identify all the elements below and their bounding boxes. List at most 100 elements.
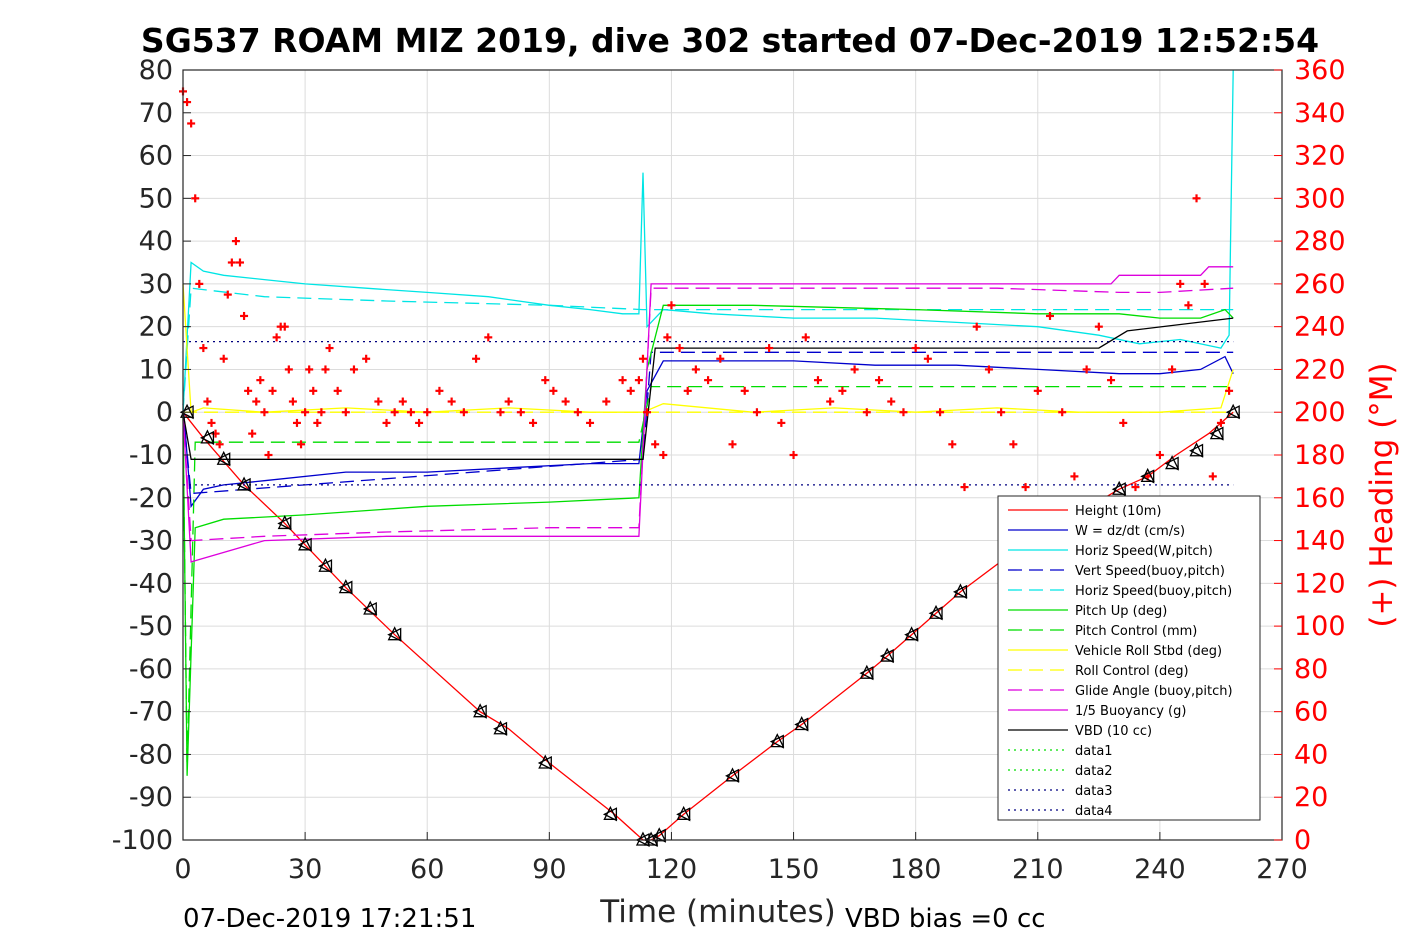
heading-point xyxy=(301,408,310,417)
x-tick-label: 240 xyxy=(1134,854,1186,885)
depth-marker xyxy=(493,720,508,736)
depth-marker-left xyxy=(794,717,809,732)
right-y-tick-label: 300 xyxy=(1294,183,1346,214)
right-y-tick-label: 240 xyxy=(1294,312,1346,343)
heading-point xyxy=(1225,386,1234,395)
heading-point xyxy=(1119,418,1128,427)
heading-point xyxy=(1082,365,1091,374)
heading-point xyxy=(504,397,513,406)
heading-point xyxy=(728,440,737,449)
heading-point xyxy=(936,408,945,417)
depth-marker xyxy=(794,716,809,732)
series-line-1 xyxy=(182,355,1234,509)
heading-point xyxy=(203,397,212,406)
series-line-5 xyxy=(182,304,1234,776)
depth-marker-left xyxy=(236,477,251,492)
heading-point xyxy=(195,279,204,288)
depth-marker-left xyxy=(318,559,333,574)
heading-point xyxy=(341,408,350,417)
depth-marker-left xyxy=(1189,443,1204,458)
heading-point xyxy=(1200,279,1209,288)
depth-marker xyxy=(472,703,488,719)
heading-point xyxy=(923,354,932,363)
depth-marker xyxy=(179,403,195,420)
series-line-6 xyxy=(182,385,1234,768)
heading-point xyxy=(529,418,538,427)
depth-marker xyxy=(199,429,215,445)
legend-label: Height (10m) xyxy=(1075,504,1161,519)
depth-marker xyxy=(362,600,378,617)
heading-point xyxy=(1184,301,1193,310)
x-tick-label: 180 xyxy=(890,854,942,885)
depth-marker-left xyxy=(879,649,894,664)
heading-point xyxy=(1021,483,1030,492)
heading-point xyxy=(219,354,228,363)
right-y-tick-label: 20 xyxy=(1294,782,1328,813)
heading-point xyxy=(1216,418,1225,427)
heading-point xyxy=(1058,408,1067,417)
heading-point xyxy=(248,429,257,438)
depth-marker-left xyxy=(928,606,943,621)
heading-markers xyxy=(179,87,1234,492)
depth-marker xyxy=(676,805,691,822)
heading-point xyxy=(573,408,582,417)
heading-point xyxy=(447,397,456,406)
heading-point xyxy=(240,311,249,320)
right-y-tick-label: 100 xyxy=(1294,611,1346,642)
legend-label: data2 xyxy=(1075,764,1113,779)
heading-point xyxy=(1208,472,1217,481)
depth-marker xyxy=(769,733,785,749)
heading-point xyxy=(390,408,399,417)
chart-title: SG537 ROAM MIZ 2019, dive 302 started 07… xyxy=(141,21,1319,60)
y-tick-label: 0 xyxy=(156,397,173,428)
legend-label: Horiz Speed(W,pitch) xyxy=(1075,544,1213,559)
depth-marker-left xyxy=(199,430,215,445)
heading-point xyxy=(1176,279,1185,288)
heading-point xyxy=(231,237,240,246)
depth-marker xyxy=(1189,442,1204,458)
depth-marker-left xyxy=(859,666,874,681)
depth-marker xyxy=(216,450,231,467)
depth-marker-left xyxy=(651,828,666,843)
depth-marker xyxy=(537,754,553,771)
heading-point xyxy=(435,386,444,395)
depth-marker xyxy=(952,583,968,599)
x-tick-label: 30 xyxy=(288,854,322,885)
right-y-tick-label: 120 xyxy=(1294,568,1346,599)
heading-point xyxy=(317,408,326,417)
right-y-tick-label: 320 xyxy=(1294,141,1346,172)
heading-point xyxy=(191,194,200,203)
depth-marker-left xyxy=(537,755,552,771)
heading-point xyxy=(199,344,208,353)
heading-point xyxy=(960,483,969,492)
y-tick-label: -100 xyxy=(112,825,173,856)
x-tick-label: 60 xyxy=(410,854,444,885)
y-tick-label: 40 xyxy=(139,226,173,257)
legend-label: Roll Control (deg) xyxy=(1075,664,1189,679)
depth-marker xyxy=(1140,467,1155,484)
heading-point xyxy=(826,397,835,406)
y-tick-label: 80 xyxy=(139,55,173,86)
depth-marker xyxy=(1111,480,1127,497)
heading-point xyxy=(838,386,847,395)
depth-marker-left xyxy=(277,516,292,531)
end-time-label: 07-Dec-2019 17:21:51 xyxy=(183,904,476,934)
heading-point xyxy=(496,408,505,417)
heading-point xyxy=(659,451,668,459)
legend-label: 1/5 Buoyancy (g) xyxy=(1075,704,1186,719)
depth-marker xyxy=(928,604,944,621)
heading-point xyxy=(1009,440,1018,449)
depth-marker xyxy=(1225,403,1241,420)
heading-point xyxy=(187,119,196,128)
heading-point xyxy=(382,418,391,427)
heading-point xyxy=(325,344,334,353)
depth-marker xyxy=(1209,425,1224,441)
heading-point xyxy=(256,376,265,385)
depth-marker-left xyxy=(179,405,194,420)
heading-point xyxy=(1168,365,1177,374)
heading-point xyxy=(887,397,896,406)
depth-marker-left xyxy=(387,627,402,642)
right-y-tick-label: 260 xyxy=(1294,269,1346,300)
depth-marker-left xyxy=(602,807,618,822)
